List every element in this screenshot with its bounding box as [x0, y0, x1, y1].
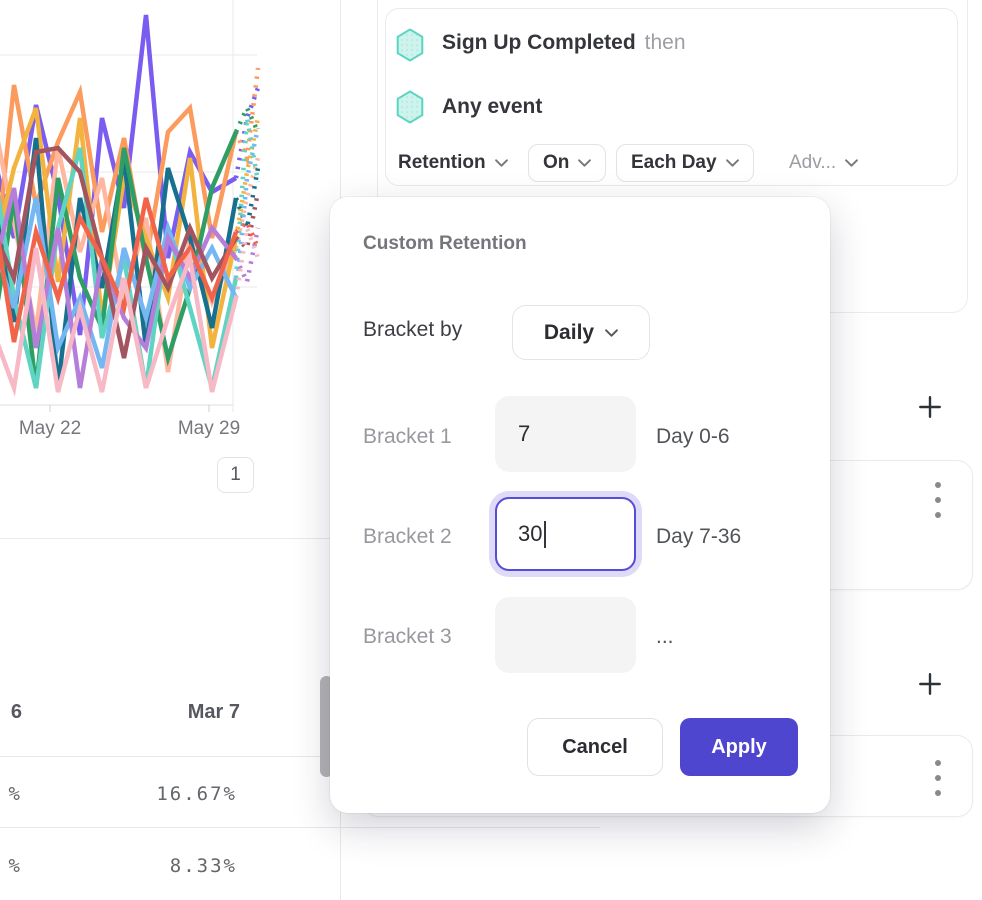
x-tick-label: May 22	[18, 418, 82, 439]
custom-retention-modal: Custom Retention Bracket by Daily Bracke…	[330, 197, 830, 813]
chart-series-dotted-cohort-12	[233, 219, 261, 299]
chart-series-cohort-12	[0, 247, 239, 397]
chart-series-dotted-cohort-9	[233, 227, 261, 290]
event-name: Any event	[442, 95, 543, 118]
table-header-mar7: Mar 7	[187, 701, 240, 723]
event-hexagon-icon	[395, 90, 425, 124]
x-tick-label: May 29	[177, 418, 241, 439]
on-dropdown[interactable]: On	[528, 144, 607, 182]
table-row-divider	[0, 827, 600, 828]
bracket-1-input[interactable]: 7	[495, 396, 636, 472]
chart-series-dotted-cohort-1	[233, 87, 261, 179]
chart-series-cohort-11	[0, 197, 239, 343]
chevron-down-icon	[726, 159, 739, 167]
bracket-2-value: 30	[518, 521, 543, 546]
table-row-divider	[0, 756, 600, 757]
bracket-3-input[interactable]	[495, 597, 636, 673]
chart-series-dotted-cohort-8	[233, 127, 261, 299]
event-step-first[interactable]: Sign Up Completed then	[442, 31, 686, 55]
chevron-down-icon	[495, 159, 508, 167]
event-name: Sign Up Completed	[442, 31, 636, 54]
bracket-by-dropdown[interactable]: Daily	[512, 305, 650, 360]
apply-button[interactable]: Apply	[680, 718, 798, 776]
bracket-by-value: Daily	[543, 320, 595, 344]
measure-dropdown-label: Retention	[398, 152, 486, 173]
query-controls-row: Each Day	[616, 144, 754, 182]
table-cell-partial: %	[8, 855, 22, 877]
query-controls-row: On	[528, 144, 607, 182]
bracket-1-label: Bracket 1	[363, 425, 452, 448]
pagination-page-button[interactable]: 1	[217, 457, 254, 493]
chart-series-dotted-cohort-2	[233, 67, 261, 167]
table-cell-value: 16.67%	[156, 783, 237, 805]
chevron-down-icon	[845, 159, 858, 167]
event-step-return[interactable]: Any event	[442, 95, 542, 119]
advanced-dropdown-label: Adv...	[789, 152, 837, 173]
table-cell-value: 8.33%	[169, 855, 237, 877]
chart-series-dotted-cohort-5	[233, 167, 261, 237]
table-scrollbar-thumb[interactable]	[320, 676, 333, 777]
card-menu-kebab-icon[interactable]	[932, 482, 944, 518]
query-controls-row: Adv...	[789, 144, 858, 182]
bracket-3-range: ...	[656, 625, 674, 648]
card-menu-kebab-icon[interactable]	[932, 760, 944, 796]
event-suffix: then	[644, 31, 686, 54]
text-cursor	[544, 520, 547, 548]
on-dropdown-label: On	[543, 152, 570, 173]
bracket-2-input[interactable]: 30	[495, 497, 636, 571]
query-controls-row: Retention	[398, 144, 508, 182]
section-divider	[0, 538, 340, 539]
retention-line-chart	[0, 0, 261, 412]
granularity-dropdown-label: Each Day	[631, 152, 717, 173]
modal-title: Custom Retention	[363, 233, 527, 254]
bracket-2-range: Day 7-36	[656, 525, 742, 548]
granularity-dropdown[interactable]: Each Day	[616, 144, 754, 182]
event-hexagon-icon	[395, 28, 425, 62]
table-header-partial: 6	[10, 701, 22, 723]
cancel-button[interactable]: Cancel	[527, 718, 663, 776]
table-cell-partial: %	[8, 783, 22, 805]
bracket-2-label: Bracket 2	[363, 525, 452, 548]
chart-series-cohort-10	[0, 145, 238, 359]
add-section-button[interactable]	[917, 394, 943, 420]
bracket-3-label: Bracket 3	[363, 625, 452, 648]
chevron-down-icon	[578, 159, 591, 167]
bracket-by-label: Bracket by	[363, 318, 463, 341]
advanced-dropdown[interactable]: Adv...	[789, 152, 858, 174]
bracket-1-range: Day 0-6	[656, 425, 730, 448]
measure-dropdown[interactable]: Retention	[398, 152, 508, 174]
add-section-button[interactable]	[917, 671, 943, 697]
bracket-1-value: 7	[518, 421, 531, 446]
chevron-down-icon	[605, 329, 618, 337]
chart-series-cohort-1	[0, 14, 238, 336]
